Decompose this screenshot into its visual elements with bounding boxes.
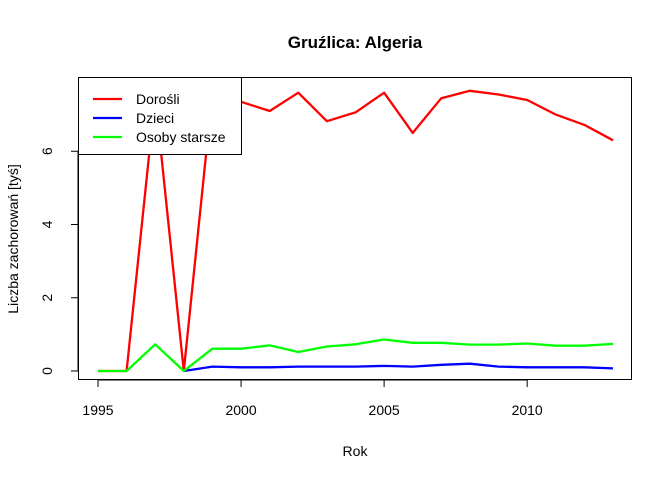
x-axis-label: Rok [343, 443, 369, 459]
legend-label: Dzieci [136, 110, 174, 126]
x-tick-label: 2000 [225, 402, 256, 418]
legend-label: Osoby starsze [136, 129, 226, 145]
legend-label: Dorośli [136, 91, 180, 107]
y-axis: 0 2 4 6 [39, 147, 79, 375]
chart-title: Gruźlica: Algeria [288, 33, 423, 52]
x-axis: 1995 2000 2005 2010 [82, 379, 543, 418]
y-axis-label: Liczba zachorowań [tyś] [5, 164, 21, 313]
legend-box [78, 77, 242, 155]
y-tick-label: 0 [39, 367, 55, 375]
y-tick-label: 6 [39, 147, 55, 155]
legend: Dorośli Dzieci Osoby starsze [78, 77, 242, 155]
y-tick-label: 4 [39, 220, 55, 228]
x-tick-label: 2010 [512, 402, 543, 418]
series-line-3 [98, 338, 614, 373]
series-line-2 [183, 362, 614, 373]
y-tick-label: 2 [39, 294, 55, 302]
x-tick-label: 2005 [369, 402, 400, 418]
series-layer [98, 89, 614, 373]
x-tick-label: 1995 [82, 402, 113, 418]
